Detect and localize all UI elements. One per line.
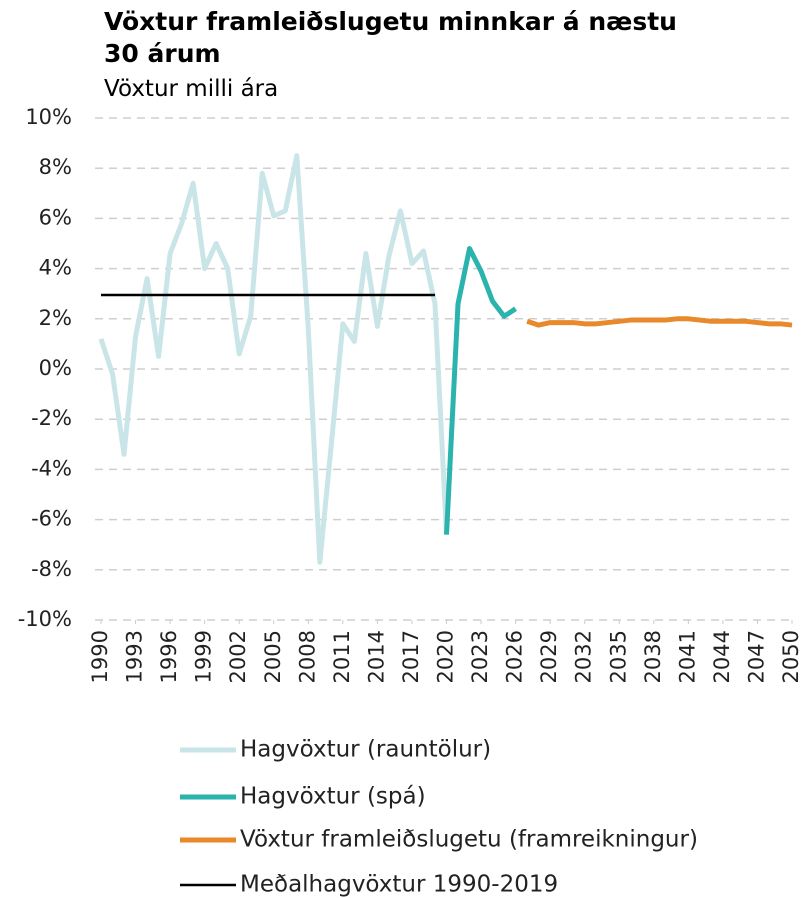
x-tick-label: 1999 [192,630,216,683]
x-tick-label: 2026 [503,630,527,683]
x-tick-label: 2008 [295,630,319,683]
x-tick-label: 2020 [434,630,458,683]
y-tick-label: -4% [31,456,72,480]
x-tick-label: 2044 [710,630,734,683]
x-tick-label: 2035 [606,630,630,683]
x-tick-label: 2002 [226,630,250,683]
x-tick-label: 1990 [88,630,112,683]
line-series [444,246,517,535]
x-tick-label: 2011 [330,630,354,683]
chart-title: Vöxtur framleiðslugetu minnkar á næstu 3… [104,7,677,68]
x-tick-label: 2050 [779,630,803,683]
legend-label: Hagvöxtur (spá) [240,784,426,810]
y-tick-label: -6% [31,507,72,531]
y-tick-label: 8% [39,155,72,179]
line-series [98,153,449,565]
x-tick-label: 2014 [364,630,388,683]
x-tick-label: 2032 [572,630,596,683]
y-tick-label: 6% [39,205,72,229]
x-tick-label: 1996 [157,630,181,683]
x-tick-label: 2047 [744,630,768,683]
legend-label: Hagvöxtur (rauntölur) [240,737,491,763]
legend-label: Vöxtur framleiðslugetu (framreikningur) [240,827,698,853]
x-tick-label: 2041 [675,630,699,683]
y-tick-label: -10% [18,607,72,631]
x-tick-label: 2005 [261,630,285,683]
x-tick-label: 2017 [399,630,423,683]
x-tick-label: 2029 [537,630,561,683]
x-tick-label: 2038 [641,630,665,683]
y-tick-label: -2% [31,406,72,430]
y-tick-label: 4% [39,256,72,280]
y-tick-label: 2% [39,306,72,330]
line-series [526,316,793,328]
y-tick-label: -8% [31,557,72,581]
x-tick-label: 2023 [468,630,492,683]
x-tick-label: 1993 [123,630,147,683]
y-tick-label: 0% [39,356,72,380]
y-tick-label: 10% [25,105,72,129]
legend-label: Meðalhagvöxtur 1990-2019 [240,872,558,898]
chart-subtitle: Vöxtur milli ára [104,76,279,102]
